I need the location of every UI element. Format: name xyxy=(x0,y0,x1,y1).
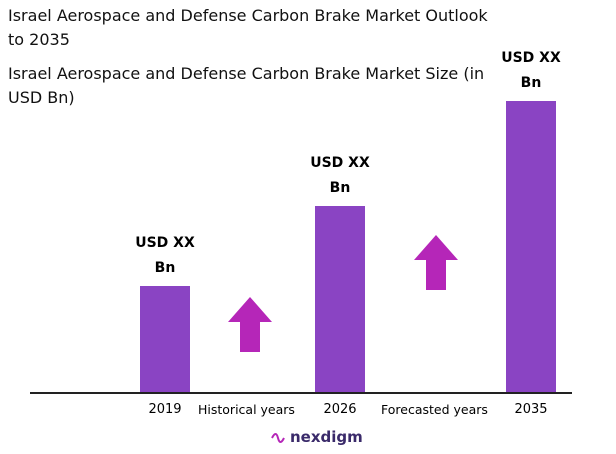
value-label: USD XX Bn xyxy=(310,155,370,196)
chart-subtitle: Israel Aerospace and Defense Carbon Brak… xyxy=(8,64,485,107)
arrow xyxy=(228,297,272,352)
arrow xyxy=(414,235,458,290)
annotation: Historical years xyxy=(198,402,295,417)
bar xyxy=(140,286,190,392)
logo: nexdigm xyxy=(290,428,363,446)
bar xyxy=(506,101,556,392)
bar xyxy=(315,206,365,392)
annotation: Forecasted years xyxy=(381,402,488,417)
value-label: USD XX Bn xyxy=(135,235,195,276)
logo-icon xyxy=(271,433,285,443)
chart-title: Israel Aerospace and Defense Carbon Brak… xyxy=(8,6,488,49)
value-label: USD XX Bn xyxy=(501,50,561,91)
x-tick-label: 2026 xyxy=(323,402,357,417)
x-tick-label: 2035 xyxy=(514,402,548,417)
x-tick-label: 2019 xyxy=(148,402,182,417)
